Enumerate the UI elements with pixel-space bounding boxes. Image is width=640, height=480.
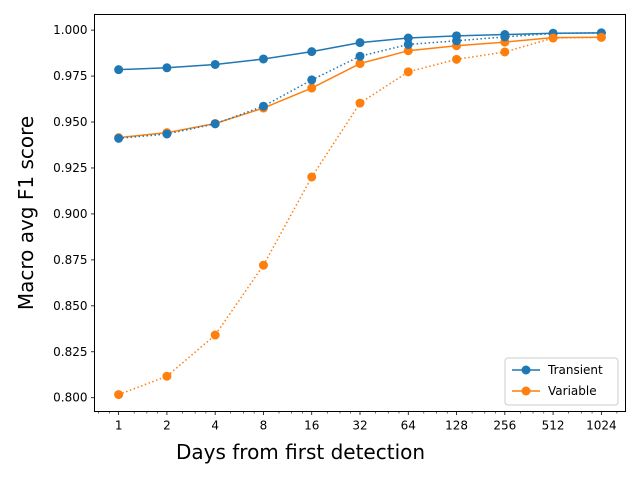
series-2 — [114, 28, 606, 143]
data-point — [307, 47, 317, 57]
data-point — [548, 33, 558, 43]
x-tick-label: 64 — [401, 419, 416, 433]
legend-marker-transient — [521, 365, 531, 375]
y-tick-label: 0.925 — [53, 161, 87, 175]
data-point — [210, 119, 220, 129]
x-tick-label: 1 — [115, 419, 123, 433]
x-tick-label: 2 — [163, 419, 171, 433]
data-point — [114, 390, 124, 400]
data-point — [210, 330, 220, 340]
y-tick-label: 0.975 — [53, 69, 87, 83]
x-tick-label: 256 — [493, 419, 516, 433]
data-point — [162, 129, 172, 139]
y-axis-label: Macro avg F1 score — [14, 116, 38, 310]
data-point — [355, 51, 365, 61]
y-tick-label: 0.900 — [53, 207, 87, 221]
series-line — [118, 32, 602, 140]
legend-label-transient: Transient — [547, 363, 603, 377]
series-layer — [114, 28, 606, 400]
legend: Transient Variable — [504, 357, 619, 406]
y-tick-label: 0.850 — [53, 299, 87, 313]
data-point — [162, 371, 172, 381]
data-point — [258, 260, 268, 270]
legend-label-variable: Variable — [548, 384, 597, 398]
data-point — [452, 54, 462, 64]
data-point — [500, 47, 510, 57]
series-1 — [114, 32, 606, 143]
data-point — [258, 101, 268, 111]
data-point — [355, 59, 365, 69]
y-axis: 0.800 0.825 0.850 0.875 0.900 0.925 0.950 0.975… — [53, 23, 95, 405]
y-tick-label: 0.825 — [53, 345, 87, 359]
legend-marker-variable — [521, 386, 531, 396]
data-point — [307, 83, 317, 93]
y-tick-label: 0.875 — [53, 253, 87, 267]
y-tick-label: 0.950 — [53, 115, 87, 129]
data-point — [114, 133, 124, 143]
x-tick-label: 512 — [542, 419, 565, 433]
data-point — [403, 39, 413, 49]
data-point — [403, 33, 413, 43]
data-point — [114, 65, 124, 75]
data-point — [596, 32, 606, 42]
x-axis: 1 2 4 8 16 32 64 128 256 512 1024 — [98, 411, 618, 433]
plot-frame — [94, 14, 626, 412]
data-point — [210, 59, 220, 69]
series-3 — [114, 32, 606, 400]
data-point — [355, 98, 365, 108]
x-tick-label: 32 — [352, 419, 367, 433]
x-axis-label: Days from first detection — [176, 440, 425, 464]
x-tick-label: 128 — [445, 419, 468, 433]
data-point — [500, 32, 510, 42]
data-point — [162, 63, 172, 73]
data-point — [403, 46, 413, 56]
data-point — [307, 172, 317, 182]
data-point — [258, 54, 268, 64]
y-tick-label: 0.800 — [53, 391, 87, 405]
x-tick-label: 16 — [304, 419, 319, 433]
data-point — [307, 75, 317, 85]
data-point — [355, 38, 365, 48]
data-point — [403, 67, 413, 77]
x-tick-label: 1024 — [586, 419, 617, 433]
x-tick-label: 8 — [260, 419, 268, 433]
series-line — [118, 36, 602, 396]
data-point — [452, 36, 462, 46]
x-tick-label: 4 — [211, 419, 219, 433]
y-tick-label: 1.000 — [53, 23, 87, 37]
